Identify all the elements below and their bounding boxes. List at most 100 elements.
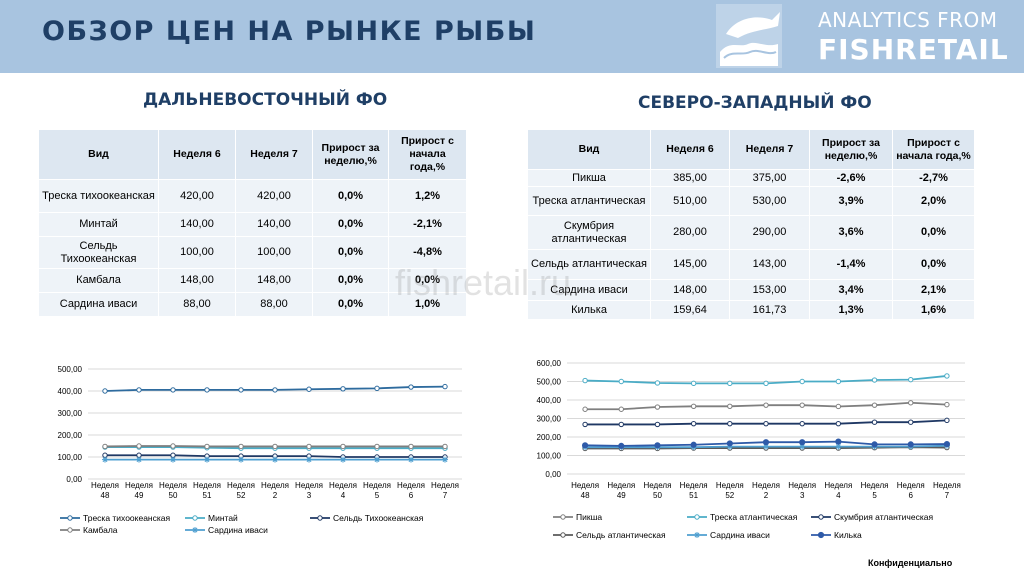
- table-row: Сардина иваси 88,00 88,00 0,0% 1,0%: [38, 292, 467, 317]
- x-tick-label: Неделя: [716, 481, 744, 490]
- table-row: Минтай 140,00 140,00 0,0% -2,1%: [38, 212, 467, 237]
- table-cell: 280,00: [650, 215, 730, 250]
- data-point: [835, 378, 842, 385]
- line-chart-far-east: 0,00 100,00 200,00 300,00 400,00 500,00 Неделя…: [58, 365, 462, 535]
- x-tick-label: 49: [135, 491, 144, 500]
- x-tick-label: Неделя: [752, 481, 780, 490]
- table-row: Треска тихоокеанская 420,00 420,00 0,0% …: [38, 179, 467, 213]
- legend-item: Скумбрия атлантическая: [811, 512, 933, 522]
- table-cell: 420,00: [158, 179, 236, 213]
- data-point: [618, 442, 625, 449]
- y-tick-label: 600,00: [537, 359, 562, 368]
- data-point: [272, 443, 278, 450]
- table-cell: Сардина иваси: [38, 292, 159, 317]
- table-cell: 159,64: [650, 300, 730, 320]
- table-cell: 145,00: [650, 249, 730, 280]
- data-point: [170, 443, 176, 449]
- table-cell: 1,6%: [892, 300, 975, 320]
- table-cell: 420,00: [235, 179, 313, 213]
- data-point: [763, 380, 769, 387]
- table-cell: Сельдь атлантическая: [527, 249, 651, 280]
- data-point: [726, 440, 733, 447]
- data-point: [442, 443, 448, 450]
- data-point: [170, 456, 176, 463]
- data-point: [817, 531, 825, 539]
- table-cell: 385,00: [650, 169, 730, 187]
- data-point: [944, 417, 950, 424]
- data-point: [799, 378, 805, 385]
- table-cell: -2,7%: [892, 169, 975, 187]
- column-header: Прирост с начала года,%: [388, 129, 467, 180]
- x-tick-label: Неделя: [295, 481, 323, 490]
- legend-item: Камбала: [60, 525, 118, 535]
- x-tick-label: Неделя: [861, 481, 889, 490]
- x-tick-label: 50: [653, 491, 662, 500]
- watermark: fishretail.ru: [395, 262, 572, 303]
- x-tick-label: 51: [689, 491, 698, 500]
- brand-line-2: FISHRETAIL: [818, 33, 1009, 66]
- data-point: [727, 420, 733, 427]
- data-point: [835, 420, 842, 427]
- x-tick-label: 48: [101, 491, 110, 500]
- x-tick-label: Неделя: [644, 481, 672, 490]
- data-point: [306, 456, 312, 463]
- series-line: [102, 383, 448, 394]
- data-point: [306, 386, 312, 392]
- y-tick-label: 300,00: [58, 409, 83, 418]
- legend-label: Пикша: [576, 512, 602, 522]
- x-tick-label: 51: [203, 491, 212, 500]
- data-point: [442, 456, 448, 463]
- x-tick-label: 5: [872, 491, 877, 500]
- x-tick-label: Неделя: [261, 481, 289, 490]
- data-point: [238, 456, 244, 463]
- data-point: [654, 380, 661, 386]
- table-cell: 2,1%: [892, 279, 975, 301]
- table-cell: 148,00: [235, 268, 313, 293]
- data-point: [908, 419, 914, 425]
- x-tick-label: 6: [409, 491, 414, 500]
- series-line: [102, 443, 448, 450]
- data-point: [799, 420, 805, 427]
- table-row: Килька 159,64 161,73 1,3% 1,6%: [527, 300, 975, 320]
- data-point: [408, 443, 414, 450]
- x-tick-label: 2: [764, 491, 769, 500]
- data-point: [908, 400, 914, 406]
- data-point: [272, 456, 278, 463]
- legend-item: Сельдь атлантическая: [553, 530, 666, 540]
- data-point: [799, 439, 806, 446]
- table-cell: 0,0%: [312, 236, 389, 269]
- table-row: Пикша 385,00 375,00 -2,6% -2,7%: [527, 169, 975, 187]
- x-tick-label: 2: [273, 491, 278, 500]
- x-tick-label: Неделя: [933, 481, 961, 490]
- x-tick-label: 7: [945, 491, 950, 500]
- column-header: Прирост за неделю,%: [809, 129, 893, 170]
- legend-label: Треска атлантическая: [710, 512, 798, 522]
- table-cell: 375,00: [729, 169, 810, 187]
- x-tick-label: Неделя: [329, 481, 357, 490]
- fish-logo-icon: [716, 4, 782, 68]
- x-tick-label: Неделя: [397, 481, 425, 490]
- data-point: [690, 420, 697, 427]
- data-point: [871, 419, 878, 425]
- data-point: [763, 402, 769, 408]
- table-cell: 530,00: [729, 186, 810, 216]
- table-cell: 140,00: [235, 212, 313, 237]
- table-cell: Треска тихоокеанская: [38, 179, 159, 213]
- region-title-far-east: ДАЛЬНЕВОСТОЧНЫЙ ФО: [143, 90, 388, 110]
- table-cell: 0,0%: [312, 292, 389, 317]
- data-point: [340, 386, 346, 392]
- column-header: Неделя 7: [729, 129, 810, 170]
- table-cell: 1,2%: [388, 179, 467, 213]
- x-tick-label: 4: [341, 491, 346, 500]
- data-point: [762, 439, 770, 446]
- data-point: [204, 387, 210, 393]
- data-point: [170, 387, 176, 393]
- y-tick-label: 200,00: [537, 433, 562, 442]
- y-tick-label: 500,00: [58, 365, 83, 374]
- data-point: [618, 421, 624, 428]
- table-cell: Сельдь Тихоокеанская: [38, 236, 159, 269]
- table-cell: 148,00: [650, 279, 730, 301]
- x-tick-label: Неделя: [363, 481, 391, 490]
- data-point: [192, 515, 198, 521]
- data-point: [340, 443, 346, 450]
